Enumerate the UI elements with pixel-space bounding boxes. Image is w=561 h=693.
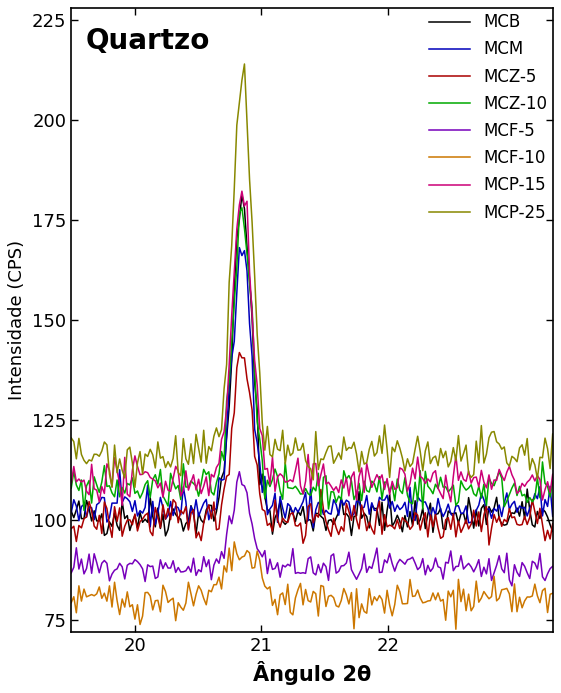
MCF-5 bbox=[236, 468, 243, 476]
MCF-5 bbox=[549, 562, 556, 570]
MCB bbox=[315, 509, 321, 518]
MCZ-5 bbox=[312, 510, 319, 518]
MCB bbox=[292, 518, 299, 526]
MCB bbox=[208, 501, 215, 509]
MCF-10 bbox=[205, 586, 212, 595]
MCM bbox=[119, 498, 126, 507]
MCM bbox=[180, 482, 187, 491]
MCF-10 bbox=[289, 611, 296, 619]
MCB bbox=[162, 532, 169, 540]
MCM bbox=[185, 525, 192, 533]
MCP-25 bbox=[119, 466, 126, 475]
Line: MCZ-5: MCZ-5 bbox=[71, 353, 553, 545]
MCM bbox=[236, 243, 243, 252]
MCF-5 bbox=[508, 581, 515, 590]
Line: MCM: MCM bbox=[71, 247, 553, 529]
MCP-25 bbox=[208, 446, 215, 455]
MCP-15 bbox=[119, 501, 126, 509]
MCF-10 bbox=[231, 538, 238, 546]
MCP-15 bbox=[215, 459, 222, 468]
MCZ-10 bbox=[119, 484, 126, 492]
MCP-25 bbox=[549, 430, 556, 438]
MCM bbox=[549, 512, 556, 520]
MCP-25 bbox=[68, 434, 75, 442]
Line: MCF-5: MCF-5 bbox=[71, 472, 553, 586]
MCZ-5 bbox=[180, 509, 187, 518]
MCP-25 bbox=[215, 432, 222, 441]
MCZ-5 bbox=[289, 509, 296, 517]
MCB bbox=[549, 527, 556, 536]
MCB bbox=[238, 191, 245, 199]
MCZ-5 bbox=[486, 541, 493, 549]
MCF-5 bbox=[289, 545, 296, 553]
MCF-5 bbox=[119, 563, 126, 571]
MCP-15 bbox=[292, 466, 299, 475]
Line: MCZ-10: MCZ-10 bbox=[71, 208, 553, 515]
MCF-10 bbox=[549, 589, 556, 597]
MCF-5 bbox=[312, 571, 319, 579]
MCZ-10 bbox=[205, 468, 212, 476]
MCZ-5 bbox=[119, 532, 126, 541]
MCP-15 bbox=[238, 187, 245, 195]
MCP-25 bbox=[241, 60, 248, 68]
MCF-5 bbox=[180, 568, 187, 576]
Line: MCP-25: MCP-25 bbox=[71, 64, 553, 487]
MCP-25 bbox=[182, 455, 189, 463]
MCP-25 bbox=[132, 483, 139, 491]
MCF-10 bbox=[119, 595, 126, 603]
MCZ-5 bbox=[213, 526, 220, 534]
MCP-25 bbox=[315, 466, 321, 474]
MCZ-10 bbox=[318, 511, 324, 519]
MCZ-5 bbox=[68, 525, 75, 533]
MCF-10 bbox=[312, 590, 319, 598]
MCF-10 bbox=[213, 581, 220, 589]
MCZ-10 bbox=[238, 204, 245, 212]
MCB bbox=[119, 498, 126, 506]
MCF-5 bbox=[68, 569, 75, 577]
MCF-5 bbox=[205, 556, 212, 564]
Line: MCP-15: MCP-15 bbox=[71, 191, 553, 505]
MCF-10 bbox=[68, 599, 75, 607]
MCZ-10 bbox=[549, 477, 556, 485]
MCM bbox=[208, 506, 215, 514]
MCP-15 bbox=[208, 471, 215, 479]
MCM bbox=[292, 503, 299, 511]
MCF-10 bbox=[453, 625, 459, 633]
MCZ-10 bbox=[180, 459, 187, 468]
MCZ-5 bbox=[236, 349, 243, 357]
Y-axis label: Intensidade (CPS): Intensidade (CPS) bbox=[8, 240, 26, 401]
MCP-15 bbox=[68, 479, 75, 487]
Line: MCF-10: MCF-10 bbox=[71, 542, 553, 629]
MCB bbox=[215, 493, 222, 502]
MCB bbox=[68, 507, 75, 516]
Legend: MCB, MCM, MCZ-5, MCZ-10, MCF-5, MCF-10, MCP-15, MCP-25: MCB, MCM, MCZ-5, MCZ-10, MCF-5, MCF-10, … bbox=[429, 13, 548, 222]
MCZ-10 bbox=[68, 484, 75, 492]
MCZ-5 bbox=[205, 501, 212, 509]
MCP-15 bbox=[121, 453, 128, 462]
Line: MCB: MCB bbox=[71, 195, 553, 536]
X-axis label: Ângulo 2θ: Ângulo 2θ bbox=[253, 660, 371, 685]
MCF-10 bbox=[180, 606, 187, 615]
MCF-5 bbox=[213, 555, 220, 563]
MCP-15 bbox=[549, 470, 556, 478]
MCP-15 bbox=[315, 482, 321, 490]
MCP-15 bbox=[182, 466, 189, 475]
MCM bbox=[315, 498, 321, 507]
MCM bbox=[68, 509, 75, 517]
MCZ-5 bbox=[549, 520, 556, 528]
Text: Quartzo: Quartzo bbox=[86, 27, 210, 55]
MCZ-10 bbox=[213, 478, 220, 486]
MCB bbox=[182, 519, 189, 527]
MCP-25 bbox=[292, 434, 299, 442]
MCM bbox=[215, 473, 222, 482]
MCZ-10 bbox=[312, 486, 319, 495]
MCZ-10 bbox=[289, 484, 296, 493]
